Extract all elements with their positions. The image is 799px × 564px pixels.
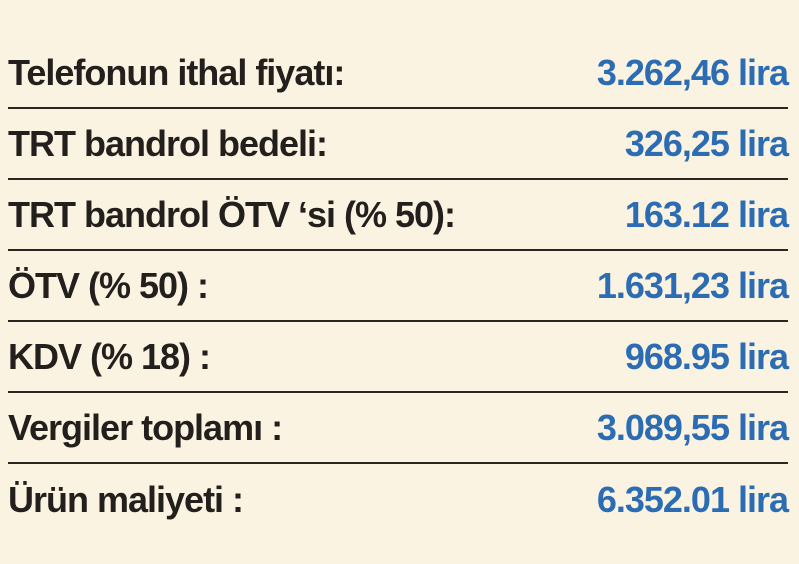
row-label: TRT bandrol ÖTV ‘si (% 50): (8, 193, 456, 235)
row-label: TRT bandrol bedeli: (8, 122, 328, 164)
row-label: Ürün maliyeti : (8, 478, 244, 520)
table-row: Ürün maliyeti : 6.352.01 lira (8, 464, 789, 535)
table-row: ÖTV (% 50) : 1.631,23 lira (8, 251, 789, 322)
row-value: 3.262,46 lira (596, 51, 789, 93)
table-row: Vergiler toplamı : 3.089,55 lira (8, 393, 789, 464)
cost-table: Telefonun ithal fiyatı: 3.262,46 lira TRT … (8, 38, 789, 535)
table-row: TRT bandrol bedeli: 326,25 lira (8, 109, 789, 180)
table-row: TRT bandrol ÖTV ‘si (% 50): 163.12 lira (8, 180, 789, 251)
row-label: ÖTV (% 50) : (8, 264, 209, 306)
row-value: 1.631,23 lira (596, 264, 789, 306)
row-label: Vergiler toplamı : (8, 406, 283, 448)
table-row: Telefonun ithal fiyatı: 3.262,46 lira (8, 38, 789, 109)
row-value: 326,25 lira (624, 122, 789, 164)
row-value: 968.95 lira (624, 335, 789, 377)
row-label: Telefonun ithal fiyatı: (8, 51, 345, 93)
row-label: KDV (% 18) : (8, 335, 211, 377)
row-value: 6.352.01 lira (596, 478, 789, 520)
row-value: 3.089,55 lira (596, 406, 789, 448)
row-value: 163.12 lira (624, 193, 789, 235)
table-row: KDV (% 18) : 968.95 lira (8, 322, 789, 393)
